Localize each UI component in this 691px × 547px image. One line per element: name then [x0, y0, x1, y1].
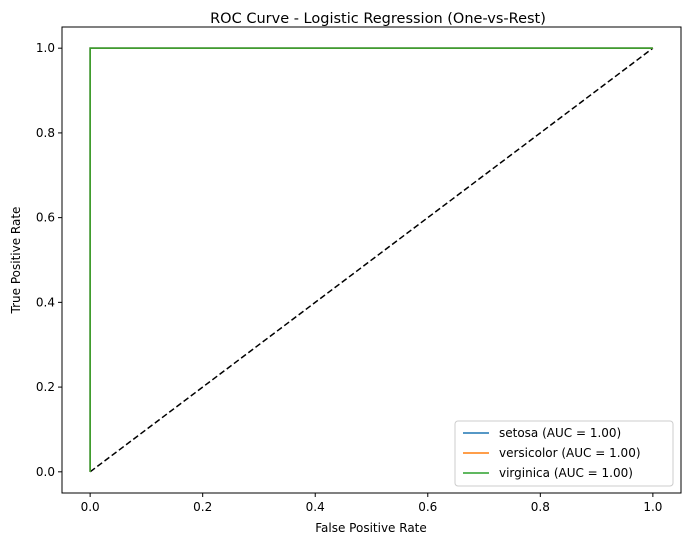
x-tick-label: 0.8 — [531, 500, 550, 514]
y-axis: 0.0 0.2 0.4 0.6 0.8 1.0 — [36, 41, 62, 479]
x-tick-label: 1.0 — [643, 500, 662, 514]
x-tick-label: 0.4 — [306, 500, 325, 514]
legend: setosa (AUC = 1.00) versicolor (AUC = 1.0… — [454, 420, 674, 487]
x-tick-label: 0.6 — [418, 500, 437, 514]
chance-diagonal-line — [89, 47, 654, 473]
y-tick-label: 0.2 — [36, 380, 55, 394]
y-tick-label: 0.4 — [36, 295, 55, 309]
y-tick-label: 0.6 — [36, 211, 55, 225]
legend-label: virginica (AUC = 1.00) — [499, 466, 633, 480]
x-tick-label: 0.2 — [193, 500, 212, 514]
legend-label: versicolor (AUC = 1.00) — [499, 446, 641, 460]
x-axis-label: False Positive Rate — [315, 521, 427, 535]
y-tick-label: 1.0 — [36, 41, 55, 55]
x-tick-label: 0.0 — [81, 500, 100, 514]
chart-title: ROC Curve - Logistic Regression (One-vs-… — [210, 11, 546, 27]
plot-frame — [61, 26, 682, 494]
legend-label: setosa (AUC = 1.00) — [499, 426, 621, 440]
reference-layer — [89, 47, 654, 473]
series-line-2 — [89, 47, 653, 472]
y-tick-label: 0.0 — [36, 465, 55, 479]
y-axis-label: True Positive Rate — [9, 207, 23, 315]
legend-box — [454, 420, 674, 487]
series-layer — [89, 47, 653, 472]
x-axis: 0.0 0.2 0.4 0.6 0.8 1.0 — [81, 493, 662, 514]
y-tick-label: 0.8 — [36, 126, 55, 140]
